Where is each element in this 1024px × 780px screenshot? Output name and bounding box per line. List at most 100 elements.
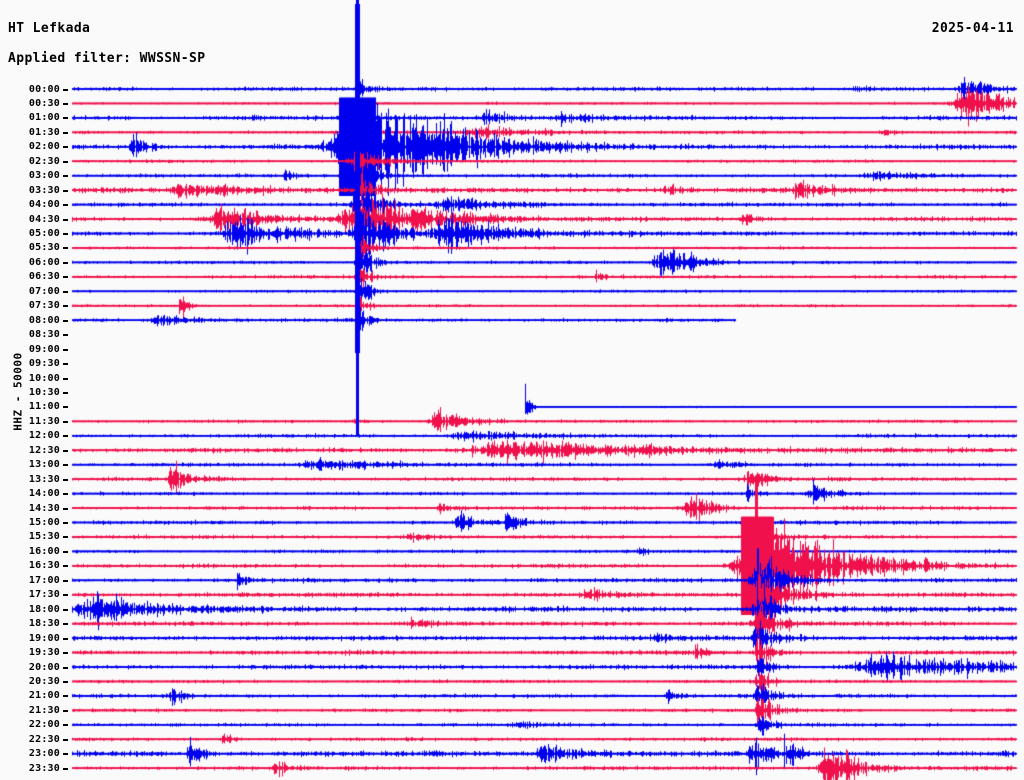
time-axis-label: 19:00 bbox=[28, 632, 60, 644]
time-axis-tick-mark bbox=[63, 753, 68, 756]
time-axis-tick-row: 21:30 bbox=[0, 705, 72, 717]
time-axis-tick-row: 09:00 bbox=[0, 344, 72, 356]
time-axis-tick-mark bbox=[63, 767, 68, 770]
time-axis-tick-mark bbox=[63, 146, 68, 149]
time-axis-tick-mark bbox=[63, 738, 68, 741]
time-axis-tick-row: 10:30 bbox=[0, 387, 72, 399]
time-axis-label: 01:30 bbox=[28, 126, 60, 138]
time-axis-tick-mark bbox=[63, 160, 68, 163]
time-axis-tick-mark bbox=[63, 131, 68, 134]
time-axis-label: 05:30 bbox=[28, 242, 60, 254]
time-axis-tick-row: 02:30 bbox=[0, 156, 72, 168]
time-axis-tick-row: 07:00 bbox=[0, 286, 72, 298]
time-axis-tick-mark bbox=[63, 406, 68, 409]
time-axis-label: 16:30 bbox=[28, 560, 60, 572]
time-axis-label: 19:30 bbox=[28, 647, 60, 659]
time-axis-tick-row: 05:30 bbox=[0, 242, 72, 254]
time-axis-tick-row: 08:00 bbox=[0, 315, 72, 327]
time-axis-tick-row: 13:00 bbox=[0, 459, 72, 471]
time-axis-label: 10:00 bbox=[28, 372, 60, 384]
time-axis-label: 12:30 bbox=[28, 444, 60, 456]
time-axis-label: 00:30 bbox=[28, 97, 60, 109]
time-axis-tick-mark bbox=[63, 204, 68, 207]
time-axis-tick-mark bbox=[63, 493, 68, 496]
time-axis-label: 22:30 bbox=[28, 733, 60, 745]
time-axis-tick-mark bbox=[63, 102, 68, 105]
time-axis-tick-mark bbox=[63, 522, 68, 524]
time-axis-tick-mark bbox=[63, 637, 68, 640]
time-axis-tick-mark bbox=[63, 334, 68, 337]
time-axis-tick-row: 06:00 bbox=[0, 257, 72, 269]
time-axis-tick-mark bbox=[63, 709, 68, 712]
time-axis-label: 01:00 bbox=[28, 112, 60, 124]
time-axis-tick-mark bbox=[63, 724, 68, 727]
time-axis-tick-row: 15:00 bbox=[0, 517, 72, 529]
time-axis-label: 09:00 bbox=[28, 343, 60, 355]
time-axis-tick-mark bbox=[63, 507, 68, 510]
time-axis-tick-row: 03:00 bbox=[0, 170, 72, 182]
time-axis-tick-row: 14:00 bbox=[0, 488, 72, 500]
time-axis-tick-row: 00:30 bbox=[0, 98, 72, 110]
time-axis-tick-row: 13:30 bbox=[0, 474, 72, 486]
time-axis-tick-mark bbox=[63, 175, 68, 178]
time-axis-tick-row: 22:00 bbox=[0, 719, 72, 731]
time-axis-tick-mark bbox=[63, 189, 68, 192]
time-axis-tick-mark bbox=[63, 464, 68, 467]
time-axis-tick-row: 07:30 bbox=[0, 300, 72, 312]
time-axis-tick-row: 10:00 bbox=[0, 373, 72, 385]
time-axis-tick-mark bbox=[63, 680, 68, 683]
time-axis-tick-row: 23:00 bbox=[0, 748, 72, 760]
time-axis-tick-mark bbox=[63, 305, 68, 308]
time-axis-tick-row: 16:30 bbox=[0, 560, 72, 572]
time-axis: 00:00 00:30 01:00 01:30 02:00 02:30 03:00 03:30… bbox=[0, 0, 72, 780]
time-axis-label: 00:00 bbox=[28, 83, 60, 95]
time-axis-label: 15:30 bbox=[28, 531, 60, 543]
time-axis-tick-mark bbox=[63, 695, 68, 698]
time-axis-label: 07:00 bbox=[28, 285, 60, 297]
time-axis-label: 21:30 bbox=[28, 704, 60, 716]
time-axis-tick-mark bbox=[63, 319, 68, 322]
time-axis-tick-row: 14:30 bbox=[0, 503, 72, 515]
time-axis-tick-mark bbox=[63, 420, 68, 423]
time-axis-label: 02:30 bbox=[28, 155, 60, 167]
time-axis-tick-row: 20:00 bbox=[0, 662, 72, 674]
time-axis-label: 22:00 bbox=[28, 719, 60, 731]
time-axis-tick-mark bbox=[63, 666, 68, 669]
time-axis-tick-row: 19:30 bbox=[0, 647, 72, 659]
time-axis-label: 03:00 bbox=[28, 170, 60, 182]
time-axis-tick-row: 09:30 bbox=[0, 358, 72, 370]
time-axis-label: 14:00 bbox=[28, 488, 60, 500]
time-axis-label: 06:00 bbox=[28, 256, 60, 268]
time-axis-tick-mark bbox=[63, 218, 68, 221]
time-axis-tick-row: 12:00 bbox=[0, 430, 72, 442]
time-axis-tick-row: 20:30 bbox=[0, 676, 72, 688]
time-axis-tick-row: 21:00 bbox=[0, 690, 72, 702]
time-axis-label: 09:30 bbox=[28, 358, 60, 370]
time-axis-tick-mark bbox=[63, 377, 68, 380]
time-axis-tick-mark bbox=[63, 247, 68, 250]
time-axis-tick-mark bbox=[63, 652, 68, 655]
time-axis-label: 12:00 bbox=[28, 430, 60, 442]
time-axis-tick-row: 22:30 bbox=[0, 734, 72, 746]
time-axis-tick-mark bbox=[63, 623, 68, 626]
time-axis-tick-mark bbox=[63, 478, 68, 481]
time-axis-tick-row: 19:00 bbox=[0, 633, 72, 645]
time-axis-label: 21:00 bbox=[28, 690, 60, 702]
time-axis-label: 20:00 bbox=[28, 661, 60, 673]
time-axis-tick-mark bbox=[63, 594, 68, 597]
time-axis-tick-mark bbox=[63, 435, 68, 438]
time-axis-tick-row: 18:30 bbox=[0, 618, 72, 630]
time-axis-tick-mark bbox=[63, 348, 68, 351]
time-axis-label: 10:30 bbox=[28, 386, 60, 398]
time-axis-tick-row: 05:00 bbox=[0, 228, 72, 240]
time-axis-label: 08:30 bbox=[28, 329, 60, 341]
time-axis-label: 14:30 bbox=[28, 502, 60, 514]
time-axis-tick-row: 02:00 bbox=[0, 141, 72, 153]
time-axis-label: 16:00 bbox=[28, 545, 60, 557]
time-axis-tick-mark bbox=[63, 550, 68, 553]
time-axis-tick-row: 17:30 bbox=[0, 589, 72, 601]
time-axis-tick-row: 17:00 bbox=[0, 575, 72, 587]
time-axis-tick-mark bbox=[63, 363, 68, 366]
